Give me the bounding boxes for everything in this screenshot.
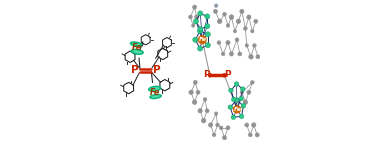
Circle shape (245, 123, 249, 127)
Circle shape (215, 123, 220, 127)
Circle shape (239, 114, 244, 119)
Circle shape (233, 105, 241, 113)
Text: Fe: Fe (234, 107, 242, 112)
Circle shape (228, 105, 232, 109)
Circle shape (256, 55, 260, 59)
Circle shape (255, 133, 259, 137)
Circle shape (195, 15, 199, 19)
Ellipse shape (131, 49, 143, 54)
Circle shape (236, 19, 241, 24)
Circle shape (205, 109, 209, 113)
Circle shape (240, 9, 244, 13)
Text: Fe: Fe (150, 88, 161, 97)
Circle shape (229, 52, 234, 56)
Circle shape (234, 82, 239, 86)
Text: P: P (224, 70, 231, 79)
Circle shape (212, 133, 216, 137)
Circle shape (217, 19, 222, 24)
Circle shape (203, 98, 207, 101)
Circle shape (241, 104, 246, 108)
Circle shape (231, 115, 235, 119)
Ellipse shape (130, 42, 142, 46)
Circle shape (243, 100, 248, 105)
Circle shape (196, 90, 200, 94)
Circle shape (214, 4, 218, 8)
Circle shape (198, 36, 206, 44)
Circle shape (192, 5, 197, 9)
Circle shape (198, 11, 203, 16)
Circle shape (205, 24, 210, 29)
Circle shape (234, 98, 239, 102)
Circle shape (205, 14, 210, 19)
Circle shape (226, 126, 230, 130)
Circle shape (198, 27, 203, 32)
Ellipse shape (149, 86, 161, 91)
Circle shape (247, 90, 251, 94)
Circle shape (208, 73, 212, 77)
Circle shape (217, 41, 221, 44)
Text: P: P (131, 65, 139, 75)
Ellipse shape (150, 95, 161, 99)
Circle shape (251, 30, 254, 33)
Circle shape (248, 133, 252, 137)
Circle shape (249, 54, 253, 59)
Circle shape (231, 97, 236, 102)
Text: P: P (203, 70, 210, 79)
Text: P: P (152, 65, 160, 75)
Circle shape (213, 9, 218, 13)
Circle shape (221, 52, 225, 56)
Circle shape (247, 15, 251, 19)
Circle shape (240, 90, 244, 94)
Circle shape (233, 30, 237, 33)
Circle shape (239, 96, 243, 101)
Circle shape (198, 108, 203, 113)
Circle shape (240, 87, 245, 91)
Circle shape (245, 44, 248, 47)
Circle shape (219, 126, 223, 130)
Circle shape (243, 26, 247, 30)
Circle shape (192, 100, 197, 105)
Circle shape (188, 15, 192, 19)
Circle shape (235, 38, 239, 42)
Circle shape (222, 136, 227, 140)
Circle shape (238, 52, 242, 56)
Text: Fe: Fe (131, 43, 142, 53)
Circle shape (198, 28, 203, 34)
Circle shape (251, 123, 256, 127)
Circle shape (226, 40, 230, 45)
Circle shape (208, 123, 213, 127)
Circle shape (229, 15, 234, 19)
Circle shape (226, 24, 230, 27)
Circle shape (193, 37, 198, 42)
Circle shape (191, 24, 195, 27)
Circle shape (194, 19, 198, 24)
Circle shape (214, 112, 218, 115)
Circle shape (198, 46, 203, 51)
Circle shape (205, 32, 211, 37)
Text: Fe: Fe (199, 37, 207, 42)
Circle shape (229, 88, 233, 93)
Circle shape (193, 80, 197, 84)
Circle shape (223, 73, 226, 77)
Circle shape (251, 81, 254, 84)
Circle shape (223, 12, 226, 16)
Circle shape (254, 19, 258, 23)
Circle shape (205, 43, 211, 48)
Circle shape (253, 44, 256, 47)
Circle shape (189, 90, 194, 95)
Circle shape (201, 118, 206, 123)
